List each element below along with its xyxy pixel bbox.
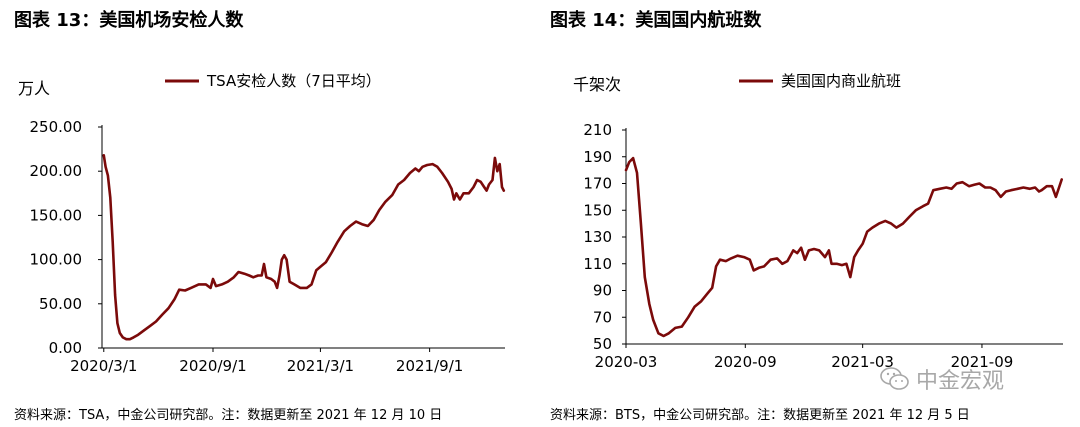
legend: TSA安检人数（7日平均） (165, 72, 381, 90)
y-tick-label: 200.00 (30, 162, 83, 180)
x-tick-label: 2020/3/1 (70, 357, 137, 375)
security-screenings-chart: 万人 TSA安检人数（7日平均） 0.00 50.00 100.00 150.00 200.… (18, 72, 506, 375)
y-tick-label: 250.00 (30, 118, 83, 136)
y-tick-label: 50 (593, 335, 612, 353)
y-tick-label: 0.00 (49, 339, 82, 357)
watermark: 中金宏观 (880, 363, 1004, 395)
x-tick-label: 2021/3/1 (287, 357, 354, 375)
y-axis-unit-label: 千架次 (573, 75, 621, 94)
x-tick-label: 2021/9/1 (396, 357, 463, 375)
y-tick-label: 50.00 (39, 295, 82, 313)
y-tick-label: 170 (583, 175, 612, 193)
y-axis-unit-label: 万人 (18, 79, 50, 98)
figure-14: 图表 14：美国国内航班数 千架次 美国国内商业航班 50 70 90 110 130 150… (545, 0, 1080, 427)
x-tick-label: 2020-03 (595, 353, 658, 371)
y-tick-label: 130 (583, 228, 612, 246)
x-tick-label: 2020-09 (714, 353, 777, 371)
legend: 美国国内商业航班 (739, 72, 901, 90)
y-tick-label: 110 (583, 255, 612, 273)
watermark-text: 中金宏观 (916, 369, 1005, 394)
series-line (102, 154, 506, 341)
y-tick-label: 90 (593, 282, 612, 300)
x-tick-label: 2020/9/1 (179, 357, 246, 375)
domestic-flights-chart: 千架次 美国国内商业航班 50 70 90 110 130 150 170 190 210 2020-… (573, 72, 1063, 371)
series-line (624, 156, 1063, 338)
y-tick-label: 210 (583, 121, 612, 139)
source-note: 资料来源：TSA，中金公司研究部。注：数据更新至 2021 年 12 月 10 … (14, 408, 443, 423)
x-tick-label: 2021-09 (951, 353, 1014, 371)
figure-title: 图表 13：美国机场安检人数 (14, 10, 244, 31)
figure-title: 图表 14：美国国内航班数 (550, 10, 762, 31)
x-tick-label: 2021-03 (831, 353, 894, 371)
source-note: 资料来源：BTS，中金公司研究部。注：数据更新至 2021 年 12 月 5 日 (550, 408, 970, 423)
legend-label: 美国国内商业航班 (781, 72, 901, 90)
y-tick-label: 100.00 (30, 251, 83, 269)
y-tick-label: 150 (583, 201, 612, 219)
y-tick-label: 70 (593, 308, 612, 326)
y-tick-label: 150.00 (30, 206, 83, 224)
figure-13: 图表 13：美国机场安检人数 万人 TSA安检人数（7日平均） 0.00 50.00 1… (14, 10, 506, 423)
y-tick-label: 190 (583, 148, 612, 166)
legend-label: TSA安检人数（7日平均） (206, 72, 381, 90)
wechat-icon (880, 367, 909, 390)
